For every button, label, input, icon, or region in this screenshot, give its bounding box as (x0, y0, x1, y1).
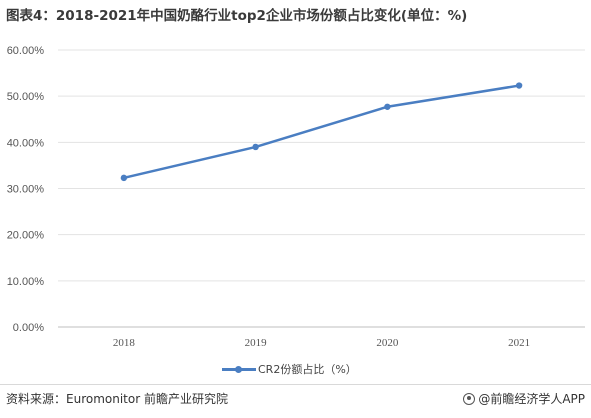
legend-label: CR2份额占比（%） (258, 363, 357, 376)
series-layer (120, 82, 523, 182)
y-tick-label: 30.00% (7, 184, 45, 196)
y-tick-label: 10.00% (7, 276, 45, 288)
data-point (120, 174, 128, 182)
footer-divider (0, 384, 591, 385)
y-tick-label: 60.00% (7, 45, 45, 57)
x-axis-ticks: 2018 2019 2020 2021 (113, 337, 530, 349)
x-tick-label: 2021 (508, 337, 530, 349)
qianzhan-logo-icon (463, 392, 476, 405)
x-tick-label: 2019 (245, 337, 268, 349)
credit-text: @前瞻经济学人APP (478, 392, 585, 406)
source-note: 资料来源：Euromonitor 前瞻产业研究院 (6, 392, 228, 406)
y-axis-ticks: 0.00% 10.00% 20.00% 30.00% 40.00% 50.00% 60.00… (7, 45, 45, 334)
data-point (515, 82, 523, 89)
series-line (123, 84, 520, 180)
legend-swatch (222, 364, 256, 374)
chart-title: 图表4：2018-2021年中国奶酪行业top2企业市场份额占比变化(单位：%) (6, 8, 468, 24)
x-tick-label: 2020 (376, 337, 399, 349)
x-tick-label: 2018 (113, 337, 136, 349)
y-tick-label: 40.00% (7, 137, 45, 149)
y-tick-label: 0.00% (13, 322, 44, 334)
gridlines (58, 49, 585, 328)
data-point (384, 103, 391, 110)
data-point (252, 143, 259, 151)
credit: @前瞻经济学人APP (463, 390, 585, 407)
y-tick-label: 20.00% (7, 230, 45, 242)
legend: CR2份额占比（%） (222, 361, 357, 377)
y-tick-label: 50.00% (7, 91, 45, 103)
